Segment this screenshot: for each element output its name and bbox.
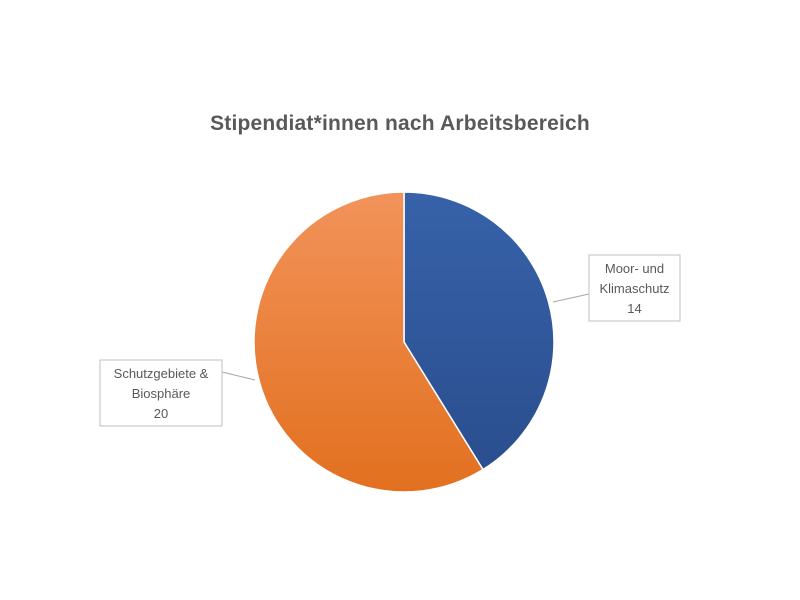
chart-title: Stipendiat*innen nach Arbeitsbereich (210, 112, 590, 135)
pie-slices (253, 191, 555, 493)
callout-box (588, 254, 681, 322)
pie-callouts: Moor- und Klimaschutz 14 Schutzgebiete & Bio… (99, 254, 681, 427)
slice-callout: Moor- und Klimaschutz 14 (552, 254, 681, 322)
slice-category-label: Klimaschutz (599, 281, 669, 296)
leader-line (221, 371, 256, 381)
pie-slice (403, 191, 555, 471)
slice-category-label: Biosphäre (132, 386, 191, 401)
slice-category-label: Schutzgebiete & (114, 366, 209, 381)
pie-slice (253, 191, 484, 493)
leader-line (552, 293, 590, 303)
callout-box (99, 359, 223, 427)
slice-value-label: 20 (154, 406, 168, 421)
slice-category-label: Moor- und (605, 261, 664, 276)
slice-value-label: 14 (627, 301, 641, 316)
slice-callout: Schutzgebiete & Biosphäre 20 (99, 359, 256, 427)
